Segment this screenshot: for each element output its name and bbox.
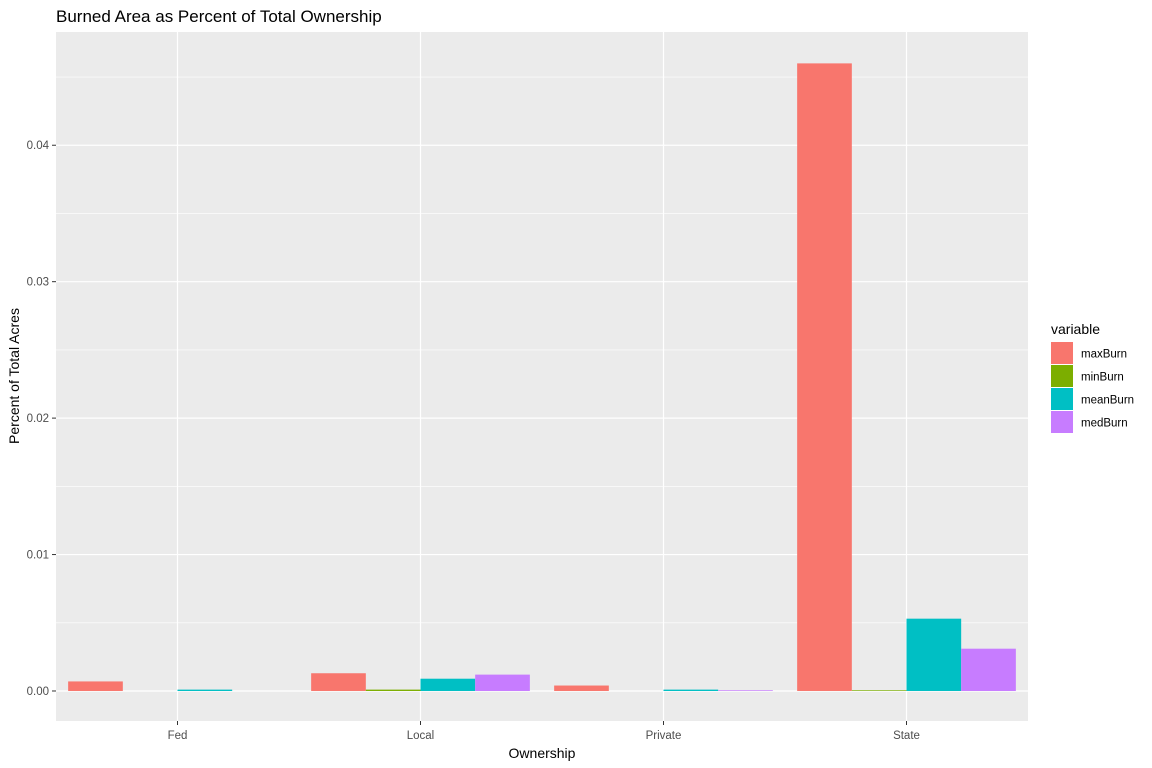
bar-medBurn-private xyxy=(718,690,773,691)
legend-key-minBurn xyxy=(1051,365,1073,387)
bar-meanBurn-private xyxy=(663,689,719,691)
chart-title: Burned Area as Percent of Total Ownershi… xyxy=(56,7,382,26)
y-axis-title: Percent of Total Acres xyxy=(6,308,22,444)
legend-key-maxBurn xyxy=(1051,342,1073,364)
legend-label-medBurn: medBurn xyxy=(1081,418,1128,430)
x-tick-label: Local xyxy=(407,730,435,742)
bar-maxBurn-state xyxy=(797,63,852,691)
bar-meanBurn-state xyxy=(906,618,962,691)
x-tick-label: Fed xyxy=(168,730,188,742)
y-tick-label: 0.02 xyxy=(27,413,49,425)
bars xyxy=(68,63,1016,691)
y-tick-label: 0.03 xyxy=(27,277,49,289)
legend-label-meanBurn: meanBurn xyxy=(1081,395,1134,407)
legend-key-medBurn xyxy=(1051,411,1073,433)
legend-label-maxBurn: maxBurn xyxy=(1081,349,1127,361)
bar-meanBurn-local xyxy=(420,678,476,691)
legend: variable maxBurn minBurn meanBurn medBurn xyxy=(1051,321,1134,433)
bar-maxBurn-local xyxy=(311,673,366,691)
bar-medBurn-state xyxy=(961,648,1016,691)
x-tick-label: State xyxy=(893,730,920,742)
bar-meanBurn-fed xyxy=(177,689,233,691)
x-axis: Fed Local Private State xyxy=(168,721,920,742)
legend-title: variable xyxy=(1051,321,1100,337)
legend-label-minBurn: minBurn xyxy=(1081,372,1124,384)
y-tick-label: 0.00 xyxy=(27,686,49,698)
x-tick-label: Private xyxy=(646,730,682,742)
y-tick-label: 0.04 xyxy=(27,140,50,152)
plot-panel xyxy=(56,32,1028,721)
x-axis-title: Ownership xyxy=(509,745,576,761)
y-tick-label: 0.01 xyxy=(27,550,49,562)
bar-maxBurn-fed xyxy=(68,681,123,691)
y-axis: 0.00 0.01 0.02 0.03 0.04 xyxy=(27,140,56,698)
bar-maxBurn-private xyxy=(554,685,609,691)
bar-medBurn-local xyxy=(475,674,530,691)
legend-key-meanBurn xyxy=(1051,388,1073,410)
minor-gridlines xyxy=(56,76,1028,624)
bar-minBurn-state xyxy=(851,690,907,691)
bar-minBurn-local xyxy=(365,689,421,691)
